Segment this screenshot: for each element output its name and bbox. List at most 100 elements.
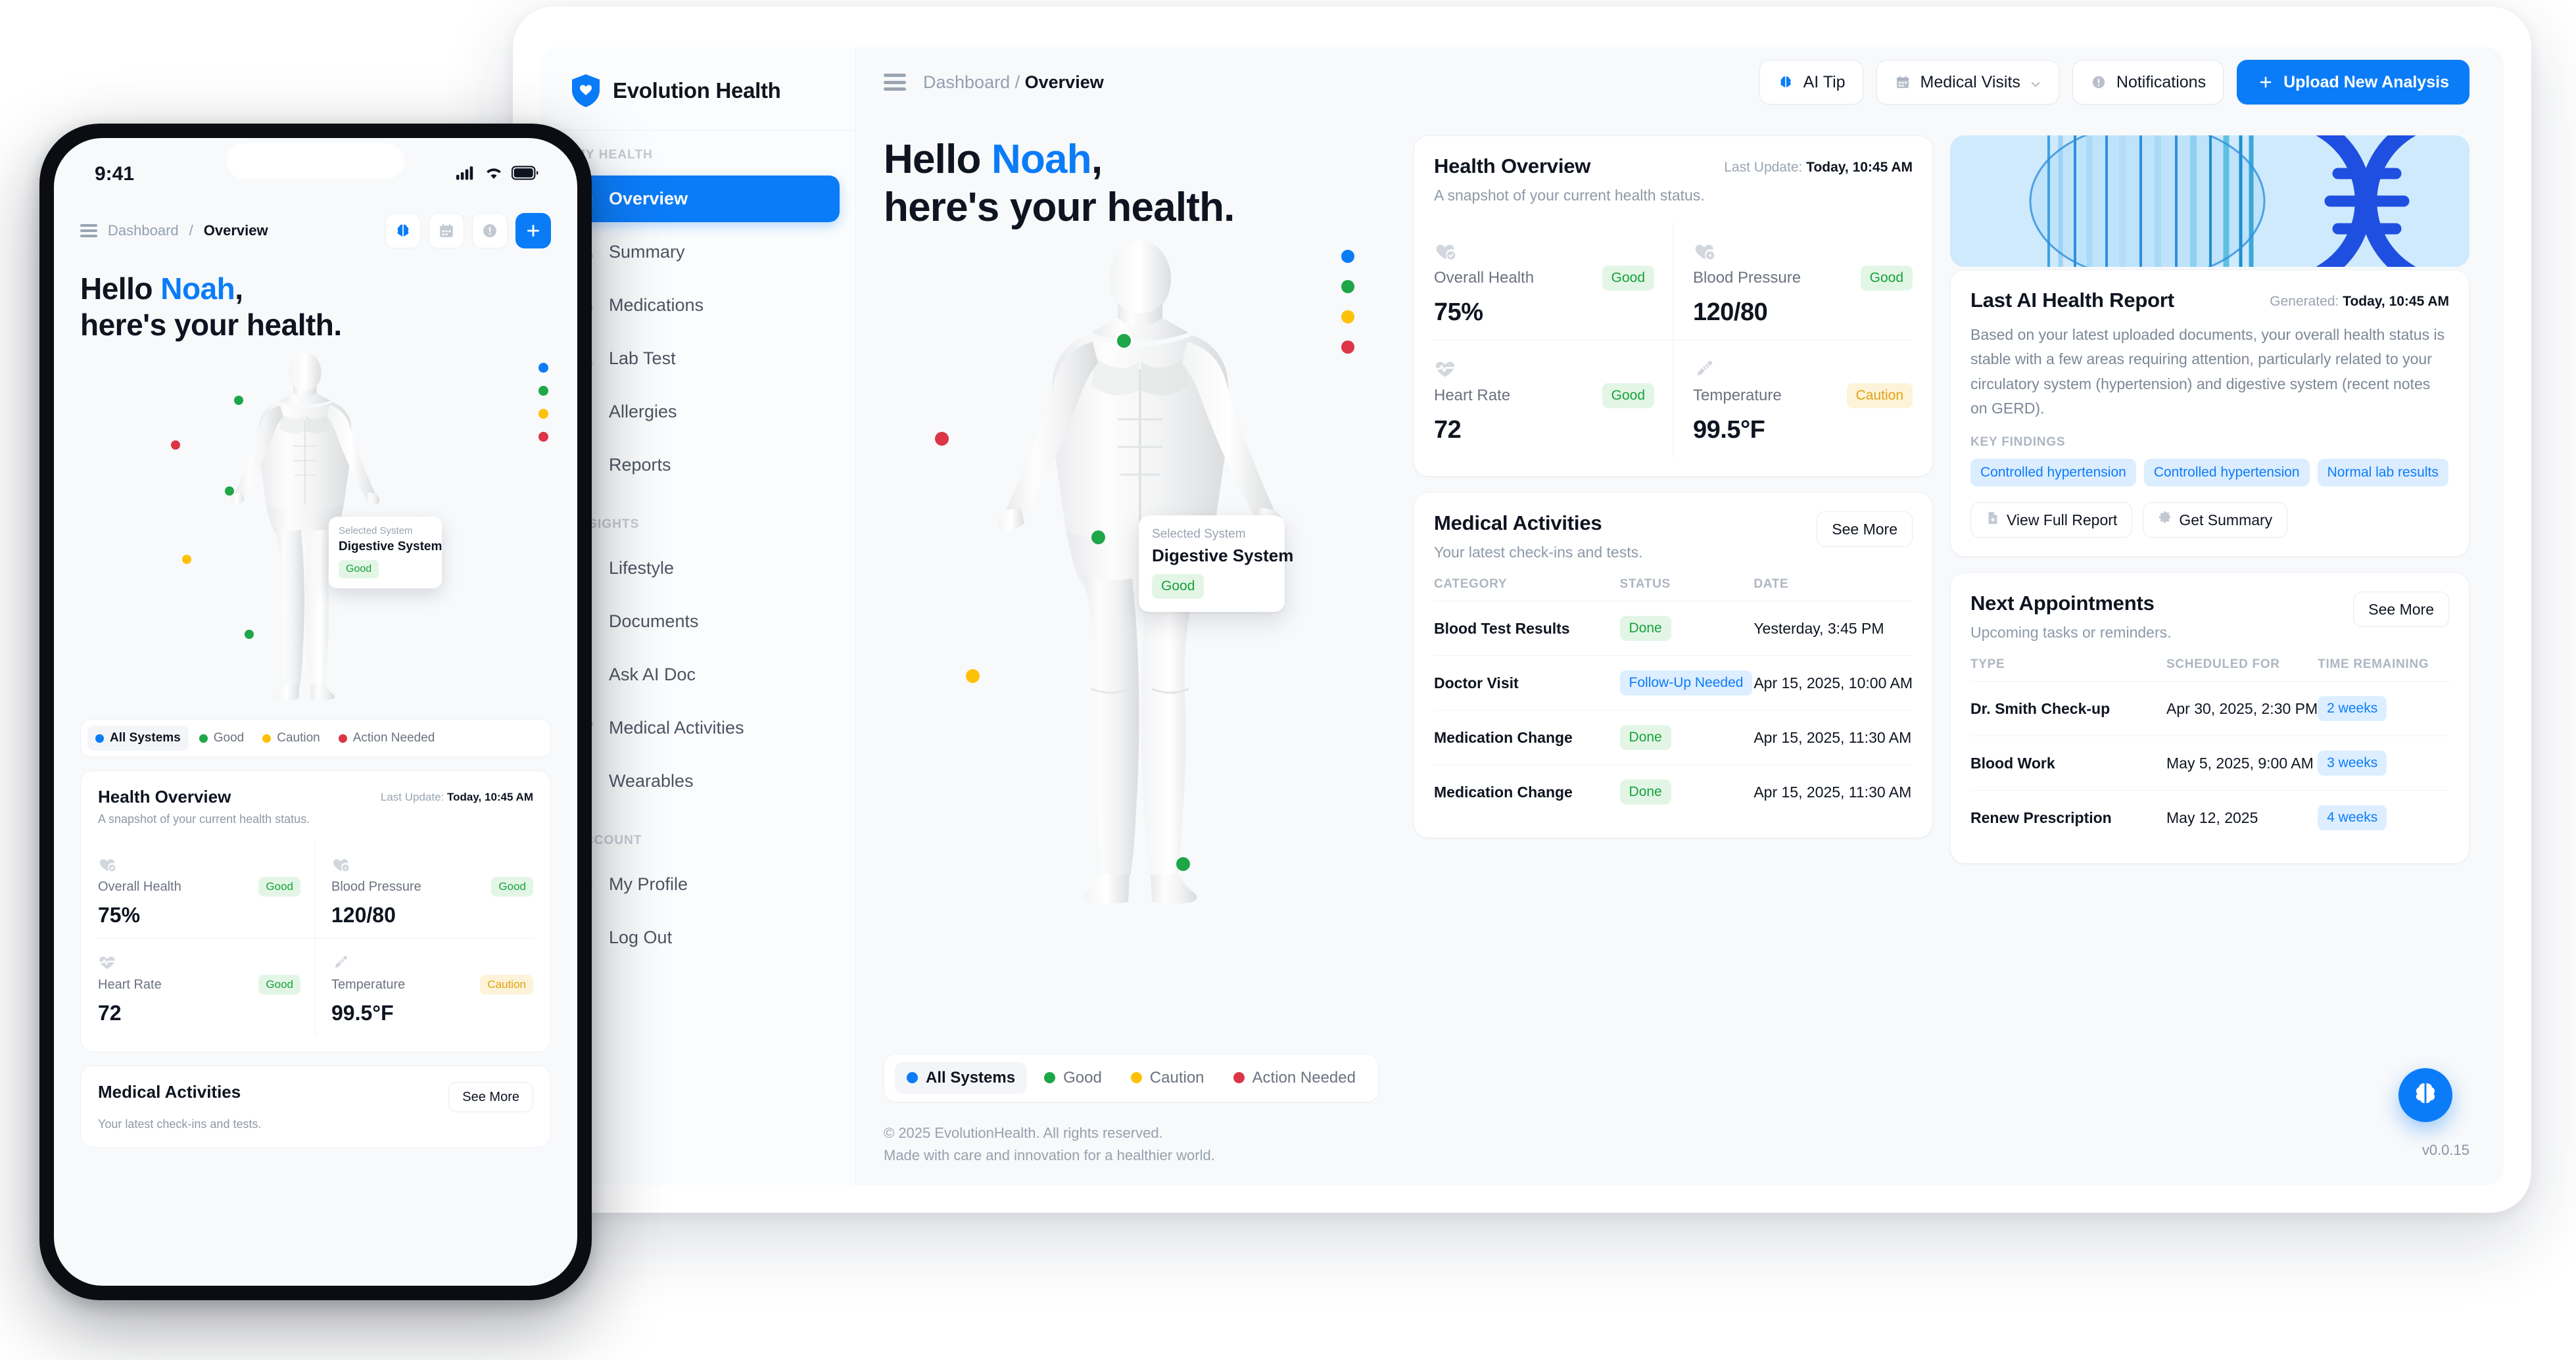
legend-item-good[interactable]: Good <box>1032 1062 1114 1094</box>
sidebar-item-medical-activities[interactable]: Medical Activities <box>556 705 840 751</box>
status-dot-action[interactable] <box>538 432 548 442</box>
table-row[interactable]: Doctor Visit Follow-Up Needed Apr 15, 20… <box>1434 655 1913 711</box>
body-marker-skeletal[interactable] <box>1176 857 1190 872</box>
sidebar-item-lab-test[interactable]: Lab Test <box>556 335 840 382</box>
sidebar-item-allergies[interactable]: Allergies <box>556 388 840 435</box>
phone-page-title: Hello Noah, here's your health. <box>54 248 577 343</box>
status-indicators <box>456 165 539 183</box>
table-row[interactable]: Blood Test Results Done Yesterday, 3:45 … <box>1434 601 1913 657</box>
phone-metric-heart-rate[interactable]: Heart Rate Good 72 <box>98 939 316 1037</box>
phone-notifications-button[interactable] <box>472 213 508 248</box>
next-appointments-see-more-button[interactable]: See More <box>2353 592 2449 627</box>
medical-activities-subtitle: Your latest check-ins and tests. <box>1434 544 1643 561</box>
key-finding-chip[interactable]: Controlled hypertension <box>1970 459 2136 486</box>
sidebar-item-label: Reports <box>609 455 671 475</box>
body-marker-muscular[interactable] <box>965 669 980 684</box>
body-marker-circulatory[interactable] <box>935 432 949 446</box>
phone-metric-overall-health[interactable]: Overall Health Good 75% <box>98 841 316 939</box>
metric-value: 75% <box>98 903 141 927</box>
table-row[interactable]: Dr. Smith Check-up Apr 30, 2025, 2:30 PM… <box>1970 681 2449 737</box>
sidebar-item-my-profile[interactable]: My Profile <box>556 861 840 908</box>
legend-item-caution[interactable]: Caution <box>1119 1062 1216 1094</box>
phone-body-marker-digestive[interactable] <box>225 486 234 496</box>
phone-body-marker-circulatory[interactable] <box>171 440 180 450</box>
phone-legend-item-all-systems[interactable]: All Systems <box>87 726 189 751</box>
health-overview-header: Health Overview Last Update: Today, 10:4… <box>1434 154 1913 178</box>
sidebar-item-lifestyle[interactable]: Lifestyle <box>556 545 840 592</box>
legend-item-all-systems[interactable]: All Systems <box>895 1062 1028 1094</box>
battery-icon <box>511 165 539 183</box>
phone-human-body-figure[interactable] <box>216 351 394 706</box>
sidebar-item-log-out[interactable]: Log Out <box>556 914 840 961</box>
key-finding-chip[interactable]: Controlled hypertension <box>2143 459 2310 486</box>
sidebar-item-documents[interactable]: Documents <box>556 598 840 645</box>
medical-visits-button[interactable]: Medical Visits <box>1876 60 2059 105</box>
sidebar-divider <box>540 130 855 131</box>
phone-legend-item-good[interactable]: Good <box>191 726 252 751</box>
legend-item-action-needed[interactable]: Action Needed <box>1222 1062 1368 1094</box>
next-appointments-card: Next Appointments Upcoming tasks or remi… <box>1950 573 2469 864</box>
status-dot-caution[interactable] <box>1341 310 1354 324</box>
sidebar-item-reports[interactable]: Reports <box>556 442 840 488</box>
sidebar-item-wearables[interactable]: Wearables <box>556 758 840 805</box>
phone-legend-item-action-needed[interactable]: Action Needed <box>331 726 443 751</box>
metric-status-badge: Good <box>491 877 533 897</box>
content-grid: Hello Noah, here's your health. <box>856 117 2504 1185</box>
phone-metric-blood-pressure[interactable]: Blood Pressure Good 120/80 <box>316 841 533 939</box>
heart-bolt-icon <box>331 859 350 876</box>
activity-date: Apr 15, 2025, 11:30 AM <box>1753 783 1912 801</box>
key-finding-chip[interactable]: Normal lab results <box>2317 459 2448 486</box>
system-status-dots <box>1341 250 1354 354</box>
table-row[interactable]: Renew Prescription May 12, 2025 4 weeks <box>1970 791 2449 845</box>
health-metrics-grid: Overall Health Good 75% <box>1434 223 1913 458</box>
status-dot-all[interactable] <box>1341 250 1354 264</box>
phone-body-marker-skeletal[interactable] <box>245 630 254 640</box>
upload-new-analysis-label: Upload New Analysis <box>2283 72 2449 91</box>
medical-activities-see-more-button[interactable]: See More <box>1817 511 1913 548</box>
phone-medical-activities-subtitle: Your latest check-ins and tests. <box>98 1117 262 1131</box>
phone-ai-tip-button[interactable] <box>385 213 421 248</box>
phone-metric-temperature[interactable]: Temperature Caution 99.5°F <box>316 939 533 1036</box>
status-dot-good[interactable] <box>538 386 548 396</box>
status-dot-good[interactable] <box>1341 280 1354 294</box>
status-dot-caution[interactable] <box>538 409 548 419</box>
table-row[interactable]: Blood Work May 5, 2025, 9:00 AM 3 weeks <box>1970 736 2449 791</box>
metric-heart-rate[interactable]: Heart Rate Good 72 <box>1434 340 1673 458</box>
appointment-time-remaining-badge: 3 weeks <box>2318 751 2387 776</box>
metric-blood-pressure[interactable]: Blood Pressure Good 120/80 <box>1673 223 1913 341</box>
sidebar-item-ask-ai-doc[interactable]: Ask AI Doc <box>556 651 840 698</box>
thermometer-icon <box>1693 360 1715 383</box>
phone-medical-activities-card: Medical Activities See More Your latest … <box>80 1066 551 1148</box>
phone-body-marker-throat[interactable] <box>234 396 243 406</box>
metric-overall-health[interactable]: Overall Health Good 75% <box>1434 223 1673 341</box>
view-full-report-button[interactable]: View Full Report <box>1970 502 2133 538</box>
upload-new-analysis-button[interactable]: Upload New Analysis <box>2237 60 2469 105</box>
status-dot-all[interactable] <box>538 363 548 373</box>
phone-breadcrumb-parent[interactable]: Dashboard <box>108 222 179 239</box>
menu-icon[interactable] <box>80 224 97 237</box>
menu-icon[interactable] <box>884 74 906 91</box>
metric-temperature[interactable]: Temperature Caution 99.5°F <box>1673 340 1913 457</box>
get-summary-button[interactable]: Get Summary <box>2143 502 2288 538</box>
sidebar-item-summary[interactable]: Summary <box>556 229 840 275</box>
sidebar-item-medications[interactable]: Medications <box>556 282 840 329</box>
phone-medical-activities-see-more-button[interactable]: See More <box>448 1082 533 1113</box>
sidebar-item-overview[interactable]: Overview <box>556 176 840 222</box>
ai-tip-button[interactable]: AI Tip <box>1759 60 1863 105</box>
topbar: Dashboard / Overview AI Tip <box>856 47 2504 117</box>
table-row[interactable]: Medication Change Done Apr 15, 2025, 11:… <box>1434 710 1913 766</box>
status-dot-action[interactable] <box>1341 340 1354 354</box>
phone-upload-button[interactable] <box>515 213 551 248</box>
body-marker-digestive[interactable] <box>1091 530 1105 544</box>
activity-date: Apr 15, 2025, 10:00 AM <box>1753 655 1913 711</box>
phone-medical-visits-button[interactable] <box>429 213 464 248</box>
table-row[interactable]: Medication Change Done Apr 15, 2025, 11:… <box>1434 765 1913 820</box>
metric-name: Heart Rate <box>98 977 162 992</box>
ai-tip-label: AI Tip <box>1803 72 1846 91</box>
breadcrumb-parent[interactable]: Dashboard <box>923 72 1011 92</box>
body-marker-throat[interactable] <box>1116 333 1131 348</box>
notifications-button[interactable]: Notifications <box>2072 60 2224 105</box>
phone-body-marker-muscular[interactable] <box>182 555 191 565</box>
ai-assistant-fab[interactable] <box>2398 1068 2452 1122</box>
phone-legend-item-caution[interactable]: Caution <box>254 726 328 751</box>
